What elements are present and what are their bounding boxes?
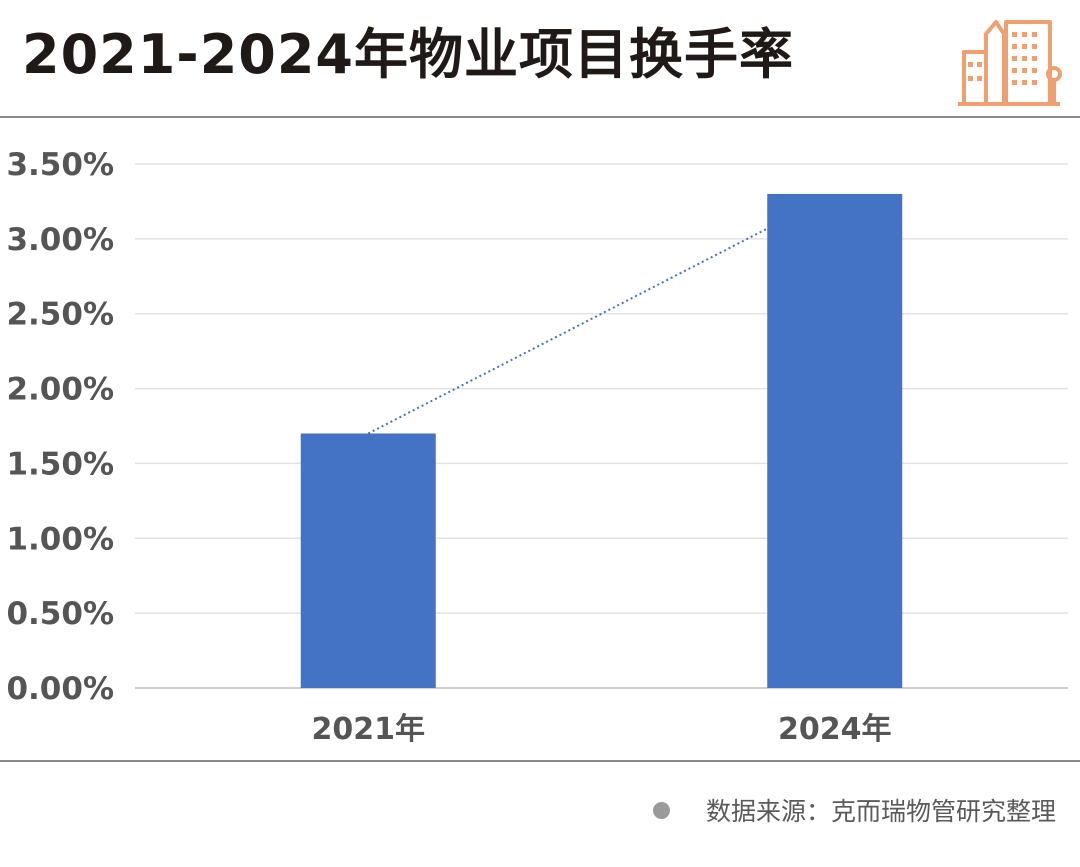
chart-title: 2021-2024年物业项目换手率 (22, 23, 794, 86)
bullet-icon (652, 801, 670, 819)
y-tick-label: 2.00% (6, 372, 114, 408)
building-icon (958, 20, 1062, 106)
y-tick-label: 3.50% (6, 147, 114, 183)
y-tick-label: 0.00% (6, 671, 114, 707)
header-divider (0, 116, 1080, 118)
y-tick-label: 1.00% (6, 521, 114, 557)
x-tick-label: 2024年 (778, 712, 892, 747)
source-text: 数据来源：克而瑞物管研究整理 (705, 797, 1056, 826)
bar (767, 193, 903, 688)
footer-divider (0, 760, 1080, 762)
y-tick-label: 3.00% (6, 222, 114, 258)
y-tick-label: 0.50% (6, 596, 114, 632)
bar-chart: 0.00% 0.50% 1.00% 1.50% 2.00% 2.50% 3.00% 3.50%… (6, 147, 1068, 747)
x-tick-label: 2021年 (312, 712, 426, 747)
y-tick-label: 1.50% (6, 446, 114, 482)
y-tick-label: 2.50% (6, 297, 114, 333)
bar (300, 433, 436, 688)
source-note: 数据来源：克而瑞物管研究整理 (652, 792, 1056, 828)
